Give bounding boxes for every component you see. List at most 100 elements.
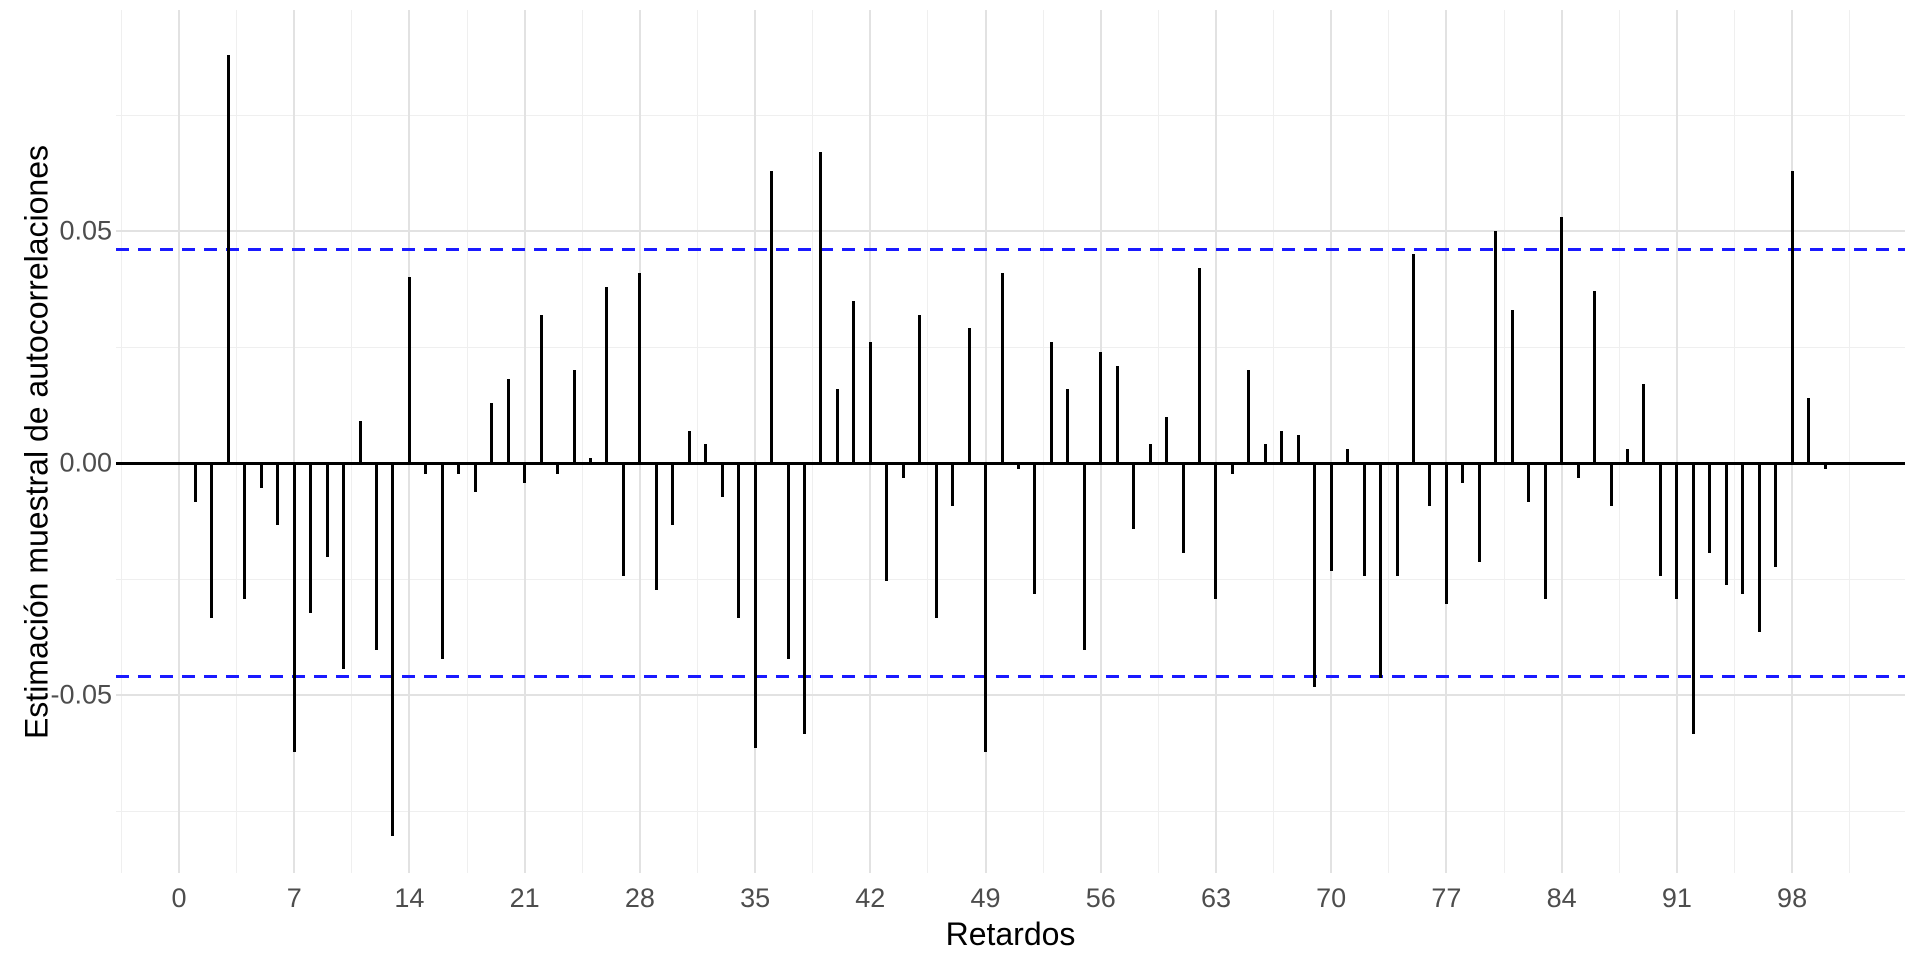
- acf-bar: [342, 463, 346, 669]
- x-tick-label: 0: [171, 883, 187, 913]
- acf-bar: [1230, 463, 1234, 474]
- acf-bar: [1807, 398, 1811, 465]
- y-tick-label: 0.00: [59, 447, 112, 478]
- gridline-major-vertical: [1675, 10, 1678, 873]
- acf-bar: [1708, 463, 1712, 553]
- gridline-minor-vertical: [120, 10, 122, 873]
- acf-bar: [621, 463, 625, 576]
- gridline-minor-vertical: [1388, 10, 1390, 873]
- acf-bar: [193, 463, 197, 502]
- acf-bar: [473, 463, 477, 493]
- y-tick-label: 0.05: [59, 215, 112, 246]
- x-tick-label: 70: [1316, 883, 1347, 913]
- gridline-major-horizontal: [116, 230, 1905, 232]
- acf-bar: [1757, 463, 1761, 632]
- gridline-minor-vertical: [812, 10, 814, 873]
- gridline-minor-horizontal: [116, 810, 1905, 812]
- acf-bar: [457, 463, 461, 474]
- x-tick-label: 49: [970, 883, 1001, 913]
- acf-bar: [885, 463, 889, 581]
- acf-bar: [753, 463, 757, 748]
- acf-bar: [1691, 463, 1695, 734]
- acf-bar: [819, 152, 823, 465]
- gridline-major-horizontal: [116, 694, 1905, 696]
- acf-bar: [1148, 444, 1152, 465]
- acf-bar: [440, 463, 444, 660]
- gridline-major-vertical: [178, 10, 180, 873]
- gridline-minor-horizontal: [116, 578, 1905, 580]
- acf-bar: [1593, 291, 1597, 465]
- acf-bar: [1247, 370, 1251, 465]
- acf-bar: [1115, 365, 1119, 465]
- acf-bar: [1774, 463, 1778, 567]
- gridline-minor-vertical: [1273, 10, 1275, 873]
- acf-bar: [539, 314, 543, 465]
- x-tick-label: 63: [1200, 883, 1231, 913]
- acf-bar: [605, 286, 609, 465]
- acf-bar: [276, 463, 280, 525]
- acf-bar: [1790, 170, 1794, 465]
- acf-bar: [1165, 416, 1169, 465]
- acf-bar: [1362, 463, 1366, 576]
- acf-bar: [1379, 463, 1383, 678]
- acf-bar: [1049, 342, 1053, 465]
- gridline-minor-horizontal: [116, 346, 1905, 348]
- acf-bar: [243, 463, 247, 600]
- gridline-minor-vertical: [927, 10, 929, 873]
- acf-bar: [720, 463, 724, 497]
- gridline-minor-vertical: [696, 10, 698, 873]
- gridline-minor-vertical: [236, 10, 238, 873]
- acf-bar: [1609, 463, 1613, 507]
- acf-bar: [1625, 449, 1629, 465]
- acf-bar: [259, 463, 263, 488]
- acf-bar: [1099, 351, 1103, 465]
- acf-bar: [1510, 309, 1514, 465]
- acf-bar: [654, 463, 658, 590]
- acf-bar: [1016, 463, 1020, 470]
- acf-bar: [1560, 217, 1564, 465]
- x-tick-label: 98: [1777, 883, 1808, 913]
- acf-bar: [1461, 463, 1465, 484]
- x-tick-label: 84: [1546, 883, 1577, 913]
- gridline-minor-vertical: [1042, 10, 1044, 873]
- gridline-minor-vertical: [1157, 10, 1159, 873]
- acf-bar: [934, 463, 938, 618]
- acf-bar: [1428, 463, 1432, 507]
- gridline-minor-vertical: [1733, 10, 1735, 873]
- acf-bar: [852, 300, 856, 465]
- gridline-major-vertical: [1445, 10, 1448, 873]
- gridline-minor-horizontal: [116, 114, 1905, 116]
- y-tick-label: -0.05: [50, 679, 112, 710]
- acf-bar: [835, 388, 839, 465]
- acf-bar: [1329, 463, 1333, 572]
- acf-bar: [868, 342, 872, 465]
- acf-bar: [1494, 231, 1498, 465]
- acf-bar: [391, 463, 395, 836]
- acf-bar: [1198, 268, 1202, 465]
- acf-bar: [704, 444, 708, 465]
- acf-bar: [1543, 463, 1547, 600]
- acf-bar: [786, 463, 790, 660]
- acf-bar: [951, 463, 955, 507]
- acf-bar: [1675, 463, 1679, 600]
- acf-bar: [523, 463, 527, 484]
- confidence-bound-line: [116, 674, 1905, 678]
- gridline-minor-vertical: [581, 10, 583, 873]
- acf-bar: [1658, 463, 1662, 576]
- acf-bar: [737, 463, 741, 618]
- acf-bar: [671, 463, 675, 525]
- acf-bar: [407, 277, 411, 465]
- acf-bar: [556, 463, 560, 474]
- acf-bar: [1263, 444, 1267, 465]
- acf-bar: [1741, 463, 1745, 595]
- acf-bar: [424, 463, 428, 474]
- acf-bar: [325, 463, 329, 558]
- gridline-minor-vertical: [1503, 10, 1505, 873]
- acf-bar: [210, 463, 214, 618]
- acf-bar: [589, 458, 592, 465]
- gridline-minor-vertical: [1849, 10, 1851, 873]
- acf-bar: [490, 402, 494, 465]
- x-tick-label: 91: [1661, 883, 1692, 913]
- acf-bar: [572, 370, 576, 465]
